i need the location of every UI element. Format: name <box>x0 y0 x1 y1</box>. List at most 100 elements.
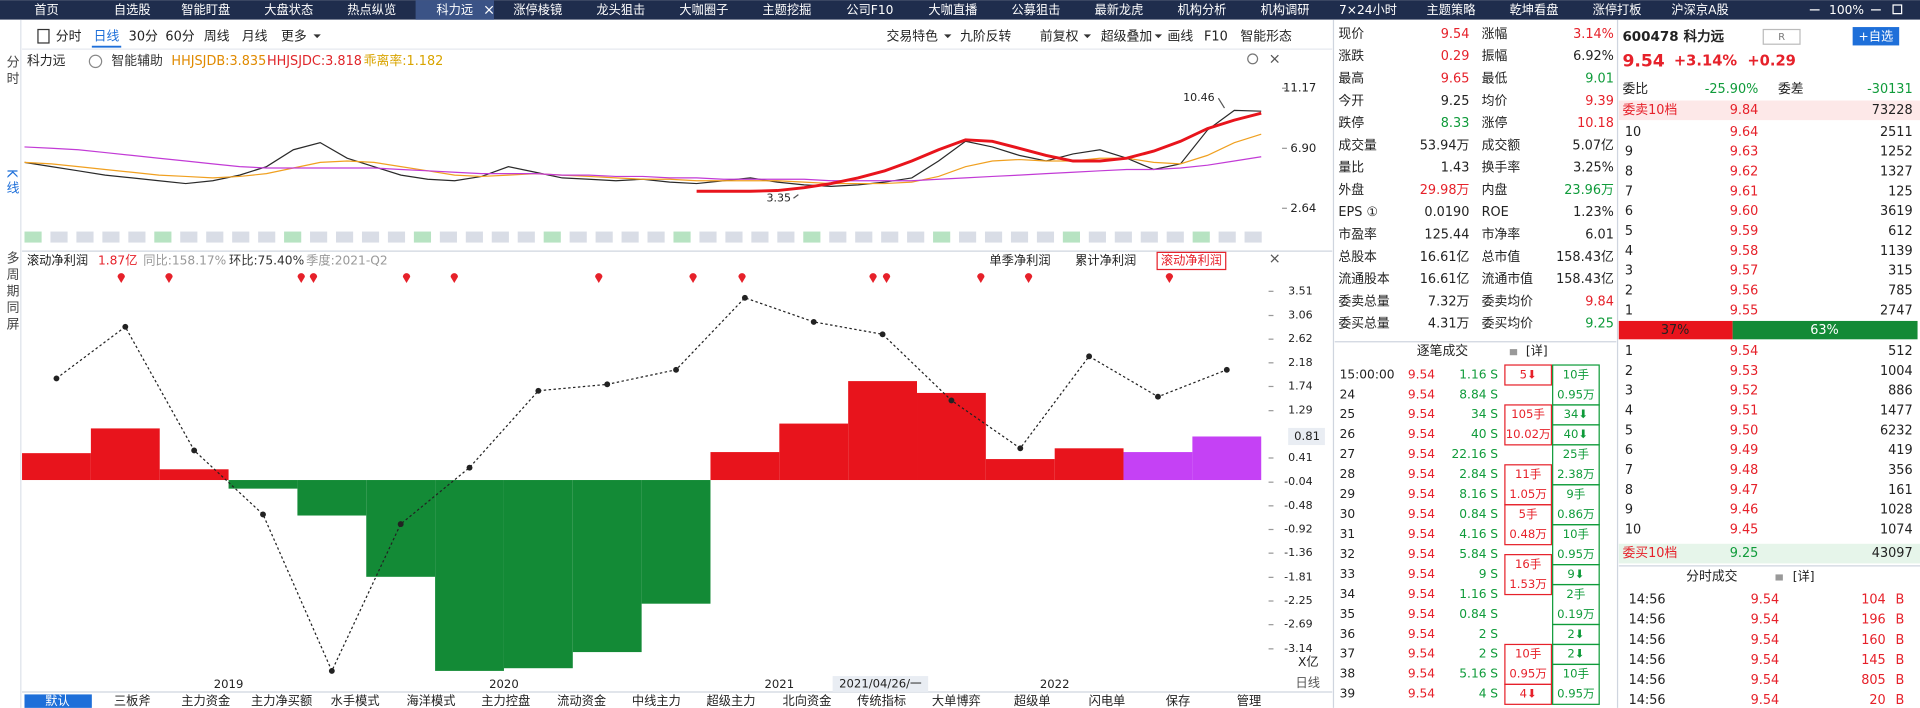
indicator-tab[interactable]: 北向资金 <box>782 693 831 708</box>
indicator-tab[interactable]: 闪电单 <box>1089 694 1126 708</box>
top-tab[interactable]: 主题策略 <box>1427 2 1477 17</box>
book-level: 7 <box>1625 463 1633 478</box>
quote-label: 涨停 <box>1482 115 1508 131</box>
profit-bar <box>297 480 367 516</box>
top-tab[interactable]: 首页 <box>34 3 58 17</box>
top-tab[interactable]: 沪深京A股 <box>1671 3 1728 17</box>
ticks-detail[interactable]: [详] <box>1526 343 1548 358</box>
quote-label: 最低 <box>1482 71 1508 86</box>
indicator-tab[interactable]: 大单博弈 <box>932 693 981 708</box>
period-tab[interactable]: 日线 <box>94 29 120 44</box>
top-tab[interactable]: 主题挖掘 <box>762 2 811 17</box>
current-value: 0.81 <box>1294 429 1320 443</box>
search-box[interactable] <box>1762 28 1801 45</box>
top-tab[interactable]: 热点纵览 <box>347 2 396 17</box>
top-tab[interactable]: 最新龙虎 <box>1094 2 1143 17</box>
top-tab[interactable]: 公司F10 <box>846 3 893 17</box>
active-tab[interactable] <box>415 0 494 20</box>
profit-bar <box>641 480 711 604</box>
indicator-tab[interactable]: 主力控盘 <box>481 693 530 708</box>
top-tab[interactable]: 机构调研 <box>1261 2 1310 17</box>
trades-detail[interactable]: [详] <box>1793 568 1815 583</box>
tick-time: 32 <box>1340 547 1356 561</box>
indicator-tab[interactable]: 流动资金 <box>557 693 606 708</box>
top-tab[interactable]: 乾坤看盘 <box>1510 2 1559 17</box>
trade-time: 14:56 <box>1629 593 1666 608</box>
indicator-tab[interactable]: 默认 <box>45 693 69 708</box>
book-level: 5 <box>1625 224 1633 239</box>
tool-button[interactable]: 画线 <box>1168 29 1194 44</box>
workspace <box>0 19 1920 708</box>
top-tab[interactable]: 机构分析 <box>1177 2 1226 17</box>
top-tab[interactable]: 公募狙击 <box>1011 3 1060 17</box>
legend-button[interactable]: 单季净利润 <box>989 253 1050 267</box>
tool-button[interactable]: F10 <box>1204 29 1228 44</box>
top-tab[interactable]: 大咖圈子 <box>679 2 728 17</box>
active-bottom-tab[interactable] <box>24 694 92 708</box>
indicator-tab[interactable]: 超级主力 <box>707 693 756 708</box>
trade-time: 14:56 <box>1629 653 1666 668</box>
quote-label: 现价 <box>1338 27 1364 42</box>
indicator-tab[interactable]: 管理 <box>1237 693 1261 708</box>
add-favorite[interactable]: +自选 <box>1859 29 1894 43</box>
top-tab[interactable]: 涨停打板 <box>1593 2 1642 17</box>
assist-toggle[interactable] <box>88 54 103 69</box>
period-tab[interactable]: 更多 <box>281 29 307 44</box>
indicator-tab[interactable]: 海洋模式 <box>407 693 456 708</box>
rolling-point <box>397 521 404 528</box>
trade-price: 9.54 <box>1751 633 1780 648</box>
book-level: 4 <box>1625 404 1633 419</box>
book-level: 4 <box>1625 244 1633 259</box>
indicator-tab[interactable]: 主力净买额 <box>251 694 312 708</box>
tool-button[interactable]: 前复权 <box>1040 28 1079 44</box>
profit-bar <box>366 480 436 577</box>
legend-active[interactable] <box>1156 251 1227 271</box>
tool-button[interactable]: 超级叠加 <box>1101 29 1152 44</box>
tick-side: S <box>1490 527 1498 541</box>
quote-label: 委卖均价 <box>1482 294 1534 309</box>
top-tab[interactable]: 7×24小时 <box>1339 3 1397 17</box>
top-tab[interactable]: 科力远 <box>436 3 473 17</box>
indicator-tab[interactable]: 水手模式 <box>331 694 380 708</box>
signal-icon <box>361 231 380 243</box>
side-tab[interactable]: K线 <box>4 169 19 198</box>
top-tab[interactable]: 自选股 <box>114 3 151 17</box>
legend-button[interactable]: 累计净利润 <box>1075 253 1136 267</box>
top-tab[interactable]: 智能盯盘 <box>181 2 230 17</box>
top-tab[interactable]: 大咖直播 <box>928 2 977 17</box>
period-tab[interactable]: 月线 <box>242 29 268 44</box>
indicator-tab[interactable]: 保存 <box>1166 694 1190 708</box>
indicator-tab[interactable]: 中线主力 <box>632 693 681 708</box>
legend-button[interactable]: 滚动净利润 <box>1161 252 1222 267</box>
tool-button[interactable]: 九阶反转 <box>960 29 1012 44</box>
quote-label: 委卖总量 <box>1338 294 1390 309</box>
side-tab[interactable]: 多周期同屏 <box>4 251 19 334</box>
tick-volume: 2 <box>1479 647 1487 661</box>
period-tab[interactable]: 分时 <box>56 29 82 44</box>
tick-group-text: 16手 <box>1515 557 1542 571</box>
quote-label: 涨跌 <box>1338 48 1364 64</box>
tool-button[interactable]: 交易特色 <box>887 28 939 44</box>
period-tab[interactable]: 周线 <box>204 29 230 44</box>
profit-bar <box>90 428 160 481</box>
profit-bar <box>710 452 780 481</box>
period-tab[interactable]: 30分 <box>129 29 158 44</box>
tick-price: 9.54 <box>1408 627 1435 641</box>
add-button[interactable] <box>1852 27 1900 46</box>
top-tab[interactable]: 涨停棱镜 <box>513 2 562 17</box>
period-tab[interactable]: 60分 <box>165 29 194 44</box>
quote-value: 9.25 <box>1585 317 1614 332</box>
indicator-tab[interactable]: 传统指标 <box>857 693 906 708</box>
indicator-tab[interactable]: 主力资金 <box>181 693 230 708</box>
top-tab[interactable]: 大盘状态 <box>264 2 313 17</box>
top-tab[interactable]: 龙头狙击 <box>596 3 645 17</box>
book-price: 9.48 <box>1730 463 1759 478</box>
tool-button[interactable]: 智能形态 <box>1240 29 1292 44</box>
side-tab[interactable]: 分时 <box>4 55 19 88</box>
tick-group-text: 5手 <box>1519 507 1538 521</box>
indicator-tab[interactable]: 超级单 <box>1014 693 1051 708</box>
tick-volume: 22.16 <box>1451 447 1486 461</box>
tick-group-text: 34⬇ <box>1564 407 1589 421</box>
y-tick-label: 1.29 <box>1288 404 1313 417</box>
indicator-tab[interactable]: 三板斧 <box>114 694 151 708</box>
